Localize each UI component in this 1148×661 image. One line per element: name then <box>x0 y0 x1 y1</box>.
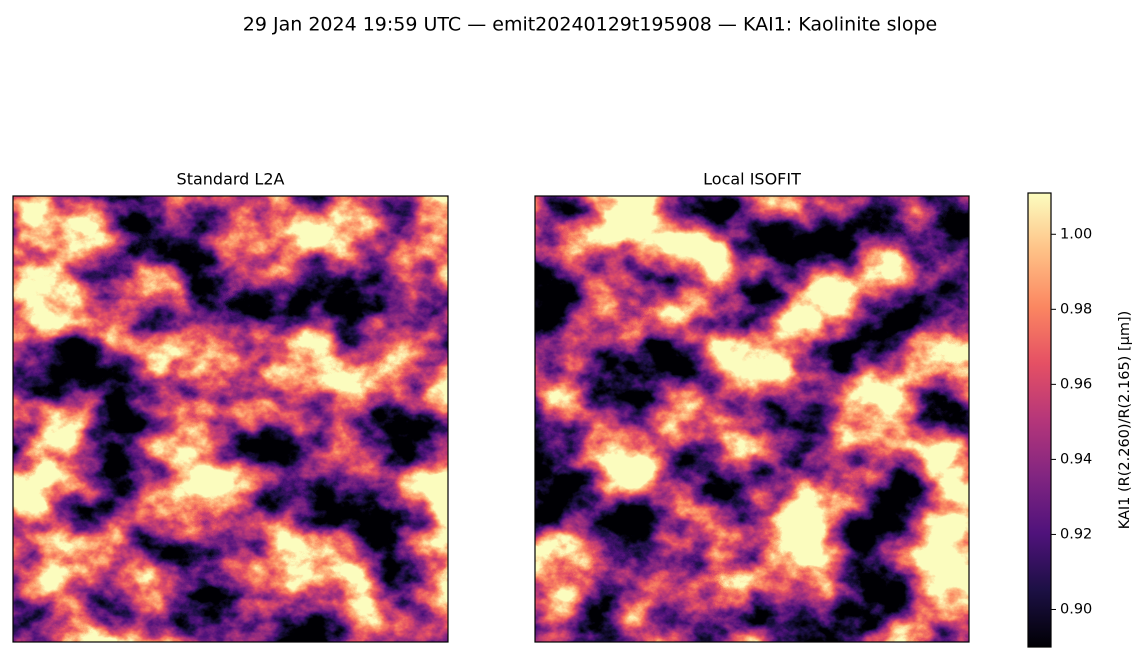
colorbar-tick-label: 0.98 <box>1060 301 1092 317</box>
colorbar-tick-label: 0.94 <box>1060 451 1092 467</box>
raster-image <box>13 196 448 642</box>
colorbar-label: KAI1 (R(2.260)/R(2.165) [µm]) <box>1117 311 1133 530</box>
panel-title: Standard L2A <box>177 170 285 189</box>
colorbar <box>1027 192 1052 648</box>
panel-frame <box>12 195 449 643</box>
figure-title: 29 Jan 2024 19:59 UTC — emit20240129t195… <box>243 14 937 36</box>
colorbar-tick-label: 0.92 <box>1060 526 1092 542</box>
colorbar-tick-label: 0.90 <box>1060 601 1092 617</box>
panel-title: Local ISOFIT <box>703 170 801 189</box>
raster-image <box>535 196 969 642</box>
panel-frame <box>534 195 970 643</box>
colorbar-tick-label: 1.00 <box>1060 226 1092 242</box>
colorbar-tick-label: 0.96 <box>1060 376 1092 392</box>
